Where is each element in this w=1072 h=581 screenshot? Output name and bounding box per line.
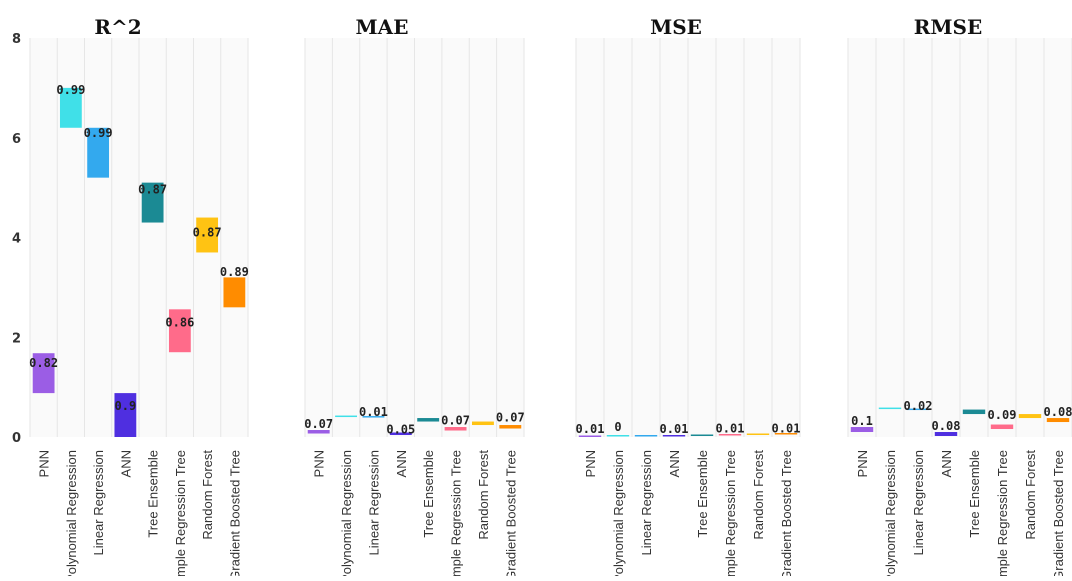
data-label: 0.1 [851, 414, 873, 428]
bar-2 [878, 407, 902, 410]
x-tick-label: PNN [37, 450, 52, 477]
x-tick-label: PNN [855, 450, 870, 477]
y-tick-label: 0 [12, 431, 21, 446]
x-tick-label: Tree Ensemble [146, 450, 161, 538]
data-label: 0.01 [576, 422, 605, 436]
data-label: 0.99 [56, 83, 85, 97]
x-tick-label: Polynomial Regression [339, 450, 354, 576]
bar-3 [87, 127, 110, 178]
data-label: 0.89 [220, 265, 249, 279]
y-tick-label: 6 [12, 132, 21, 147]
x-tick-label: PNN [583, 450, 598, 477]
panel-title: MSE [650, 15, 702, 39]
bar-4 [389, 432, 412, 436]
data-label: 0.07 [441, 414, 470, 428]
panel-title: MAE [356, 15, 409, 39]
data-label: 0.01 [359, 405, 388, 419]
x-tick-label: Gradient Boosted Tree [227, 450, 242, 576]
bar-2 [59, 87, 82, 128]
data-label: 0.07 [304, 417, 333, 431]
data-label: 0.08 [1044, 405, 1072, 419]
x-tick-label: Tree Ensemble [967, 450, 982, 538]
bar-3 [634, 435, 658, 437]
data-label: 0.08 [932, 419, 961, 433]
x-tick-label: Tree Ensemble [695, 450, 710, 538]
data-label: 0 [614, 420, 621, 434]
x-tick-label: Linear Regression [91, 450, 106, 556]
x-tick-label: Polynomial Regression [64, 450, 79, 576]
bar-8 [774, 433, 798, 435]
x-tick-label: Polynomial Regression [611, 450, 626, 576]
x-tick-label: Random Forest [200, 450, 215, 540]
bar-2 [335, 415, 358, 418]
x-tick-label: Random Forest [476, 450, 491, 540]
data-label: 0.87 [193, 226, 222, 240]
bar-7 [196, 217, 219, 253]
bar-4 [662, 435, 686, 437]
bar-7 [1018, 414, 1042, 419]
bar-3 [906, 408, 930, 411]
bar-6 [718, 434, 742, 436]
data-label: 0.99 [84, 126, 113, 140]
bar-3 [362, 416, 385, 418]
x-tick-label: Polynomial Regression [883, 450, 898, 576]
x-tick-label: Random Forest [751, 450, 766, 540]
x-tick-label: Gradient Boosted Tree [503, 450, 518, 576]
data-label: 0.05 [386, 423, 415, 437]
x-tick-label: Simple Regression Tree [723, 450, 738, 576]
x-tick-label: Simple Regression Tree [995, 450, 1010, 576]
bar-4 [114, 393, 137, 437]
data-label: 0.02 [904, 399, 933, 413]
data-label: 0.86 [165, 315, 194, 329]
bar-5 [141, 182, 164, 223]
panel-title: R^2 [94, 15, 141, 39]
data-label: 0.01 [772, 422, 801, 436]
bar-1 [578, 435, 602, 437]
x-tick-label: Simple Regression Tree [449, 450, 464, 576]
bar-6 [444, 427, 467, 431]
data-label: 0.07 [496, 411, 525, 425]
x-tick-label: Gradient Boosted Tree [1051, 450, 1066, 576]
x-tick-label: Random Forest [1023, 450, 1038, 540]
bar-7 [471, 421, 494, 426]
x-tick-label: ANN [939, 450, 954, 477]
bar-1 [307, 430, 330, 434]
panel-title: RMSE [914, 15, 982, 39]
bar-4 [934, 432, 958, 437]
x-tick-label: Tree Ensemble [421, 450, 436, 538]
bar-8 [499, 425, 522, 429]
x-tick-label: ANN [118, 450, 133, 477]
bar-5 [417, 418, 440, 422]
bar-5 [962, 409, 986, 415]
bar-1 [32, 353, 55, 394]
bar-6 [168, 309, 191, 353]
bar-2 [606, 435, 630, 437]
bar-8 [1046, 418, 1070, 423]
bar-8 [223, 277, 246, 308]
bar-1 [850, 427, 874, 433]
data-label: 0.9 [115, 399, 137, 413]
x-tick-label: Linear Regression [911, 450, 926, 556]
data-label: 0.82 [29, 356, 58, 370]
y-tick-label: 2 [12, 331, 21, 346]
data-label: 0.09 [988, 408, 1017, 422]
x-tick-label: PNN [312, 450, 327, 477]
bar-5 [690, 434, 714, 437]
bar-7 [746, 433, 770, 436]
x-tick-label: Linear Regression [639, 450, 654, 556]
y-tick-label: 8 [12, 32, 21, 47]
y-tick-label: 4 [12, 232, 21, 247]
data-label: 0.01 [660, 422, 689, 436]
bar-6 [990, 424, 1014, 430]
x-tick-label: ANN [394, 450, 409, 477]
x-tick-label: Gradient Boosted Tree [779, 450, 794, 576]
data-label: 0.87 [138, 183, 167, 197]
x-tick-label: Linear Regression [366, 450, 381, 556]
data-label: 0.01 [716, 422, 745, 436]
x-tick-label: ANN [667, 450, 682, 477]
x-tick-label: Simple Regression Tree [173, 450, 188, 576]
